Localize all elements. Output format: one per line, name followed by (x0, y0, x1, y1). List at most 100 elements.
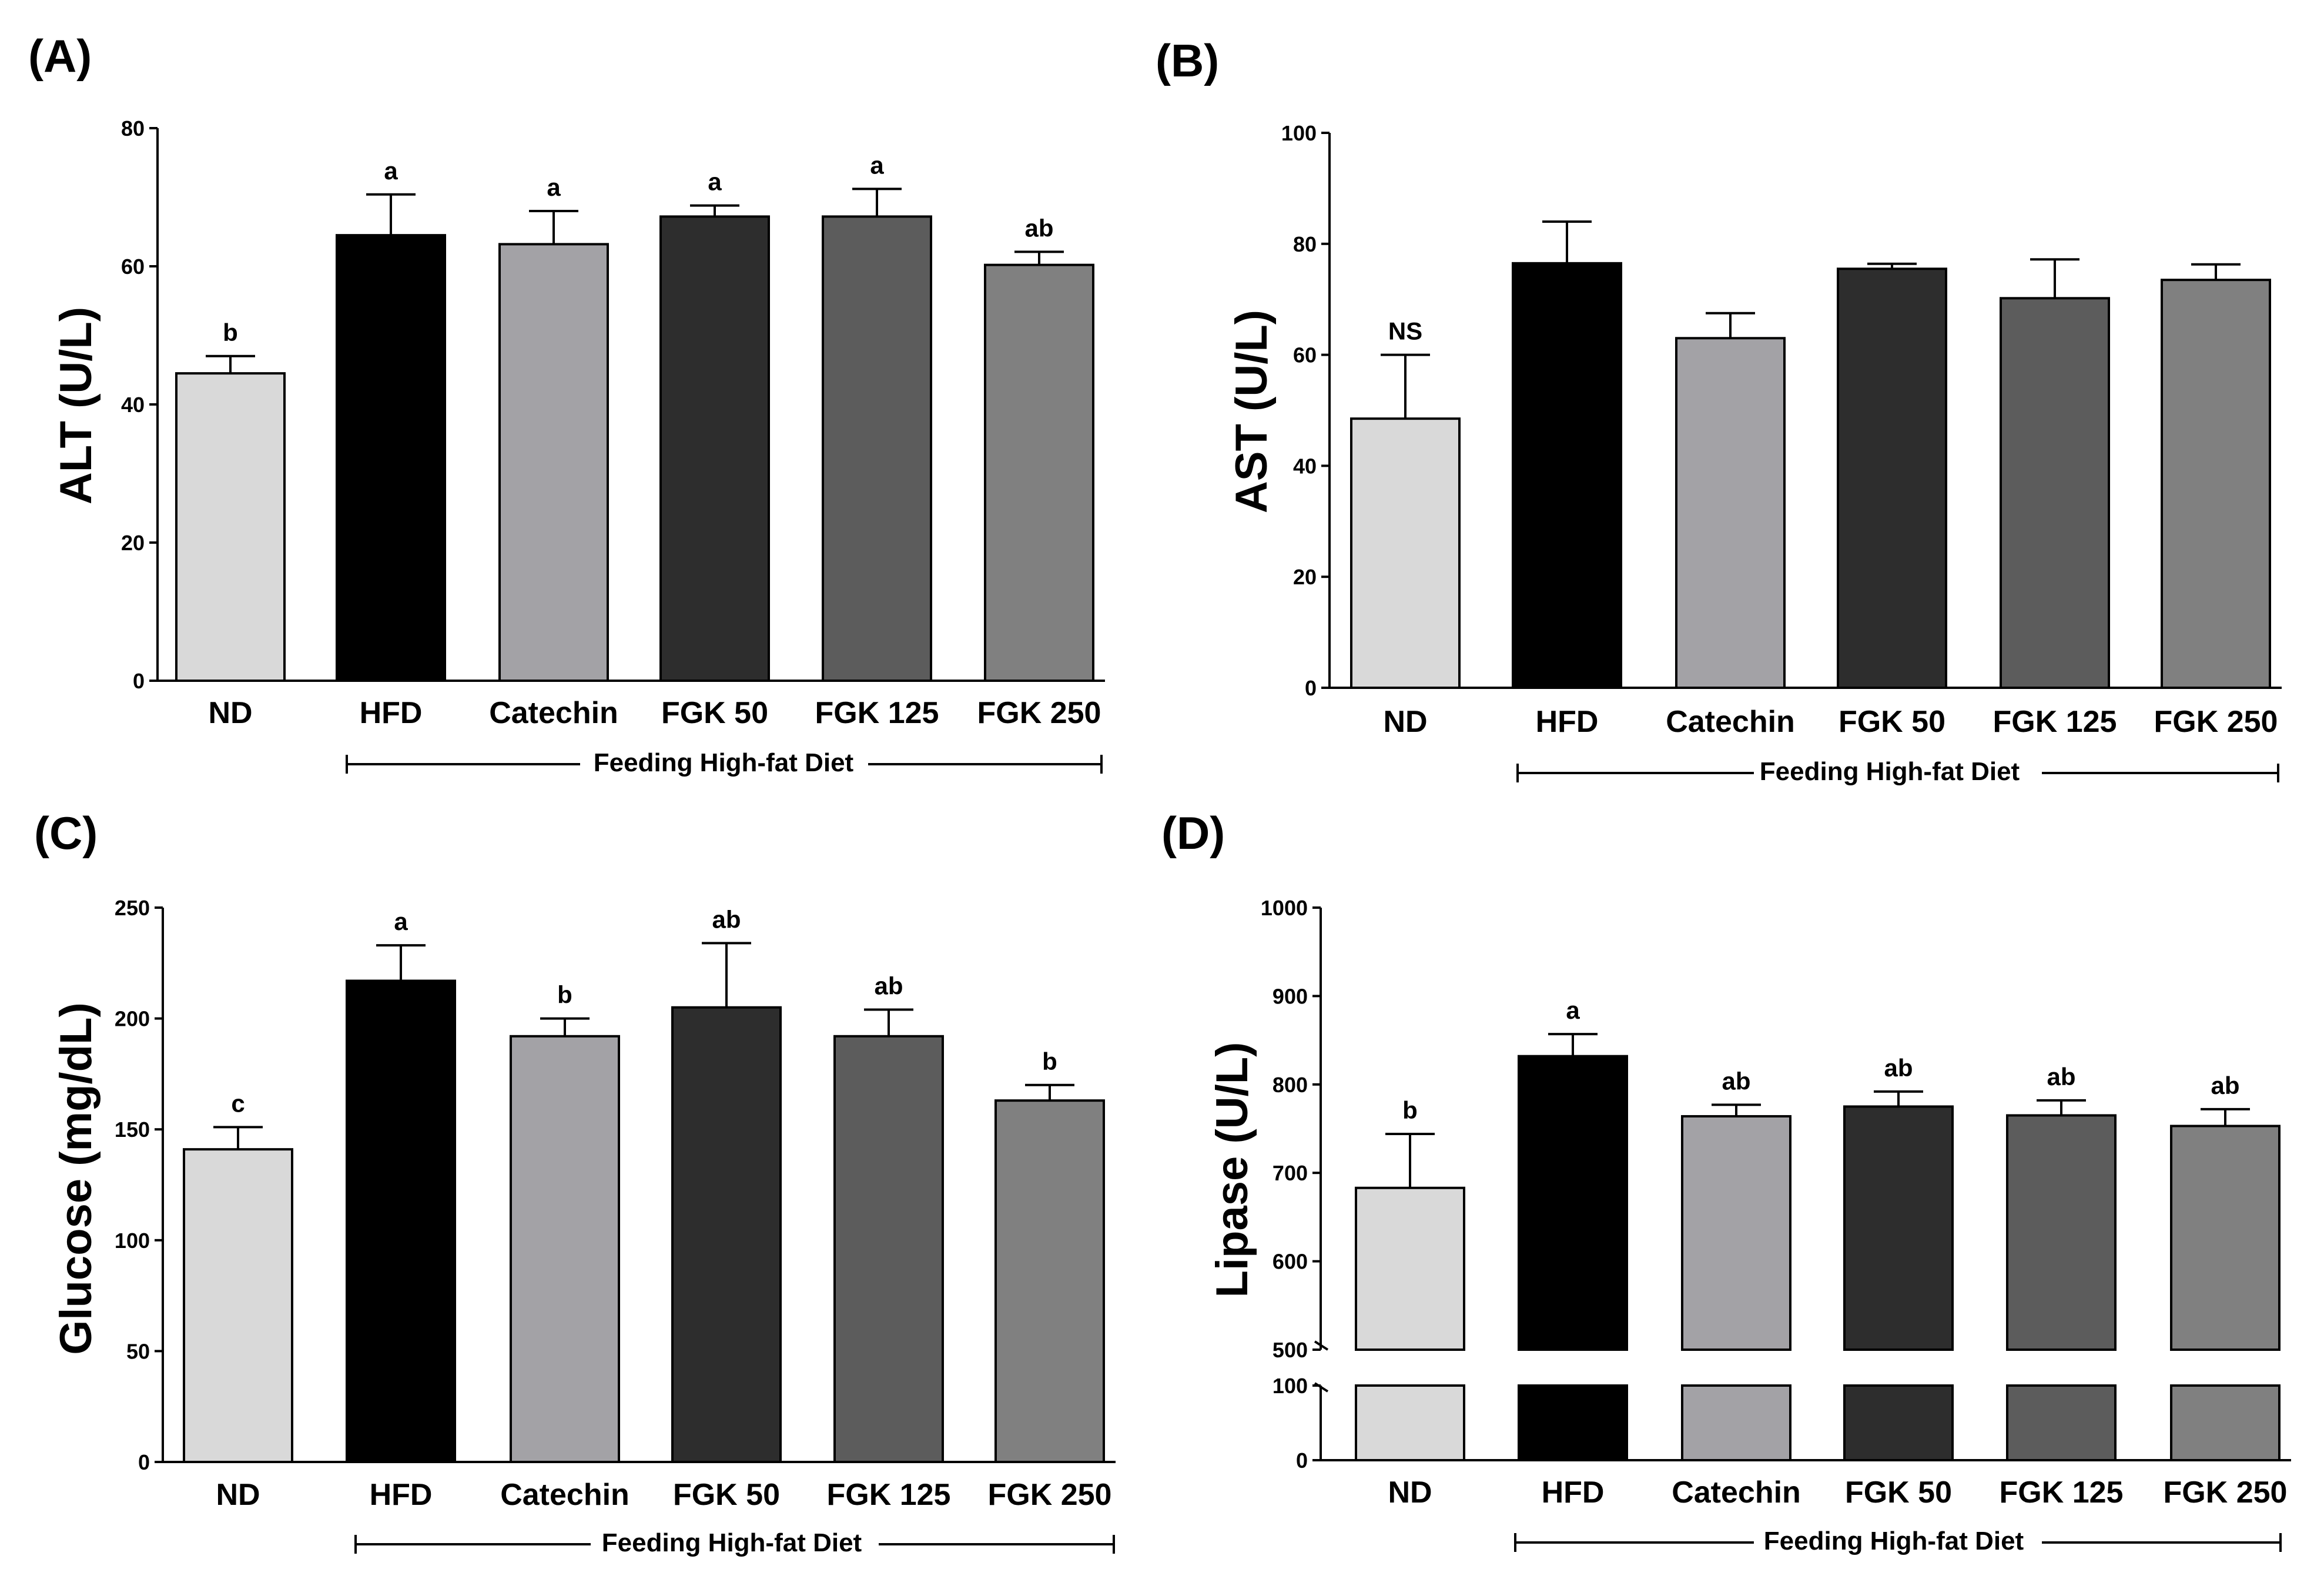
y-tick-label: 20 (121, 531, 145, 555)
bar (833, 1035, 944, 1463)
bar (1681, 1115, 1791, 1351)
y-tick-label: 60 (1293, 343, 1317, 367)
bar-lower-segment (1681, 1384, 1791, 1461)
y-tick-label: 60 (121, 255, 145, 279)
bar (671, 1006, 782, 1463)
bar (510, 1035, 620, 1463)
bar (994, 1099, 1105, 1463)
category-label: HFD (360, 696, 423, 730)
y-tick-label: 0 (138, 1450, 150, 1474)
panel-b-label: (B) (1156, 35, 1219, 86)
category-label: ND (1383, 705, 1427, 739)
significance-label: a (384, 157, 398, 185)
axis-break-mark (1314, 1340, 1329, 1351)
significance-label: a (394, 908, 408, 935)
y-tick-label: 200 (115, 1007, 150, 1031)
panel-c-plot: 0 50 100 150 200 250 c ND a HFD b Catechin ab FGK 50 a… (115, 896, 1116, 1562)
category-label: FGK 50 (673, 1478, 780, 1512)
significance-label: a (870, 151, 884, 179)
significance-label: a (547, 173, 561, 201)
y-tick-label: 0 (1305, 676, 1317, 700)
panel-a-bracket-label: Feeding High-fat Diet (594, 748, 854, 777)
y-tick-label: 150 (115, 1117, 150, 1142)
bracket-label-background (1754, 755, 2042, 791)
category-label: FGK 125 (1993, 705, 2117, 739)
significance-label: b (1042, 1048, 1057, 1075)
y-tick-label: 80 (121, 116, 145, 140)
category-label: ND (216, 1478, 260, 1512)
significance-label: ab (1722, 1067, 1750, 1095)
significance-label: b (1402, 1096, 1418, 1124)
y-tick-label: 800 (1272, 1073, 1308, 1097)
bar (2170, 1125, 2281, 1351)
panel-a-plot: 0 20 40 60 80 b ND a HFD a Catechin a FGK 50 a FGK 125… (121, 116, 1105, 782)
y-tick-label: 900 (1272, 984, 1308, 1008)
bracket-label-background (580, 747, 868, 782)
category-label: ND (1388, 1475, 1432, 1510)
bar (1518, 1055, 1628, 1351)
category-label: HFD (370, 1478, 433, 1512)
significance-label: ab (2211, 1072, 2239, 1099)
bar (346, 979, 456, 1463)
y-tick-label: 100 (115, 1229, 150, 1253)
category-label: FGK 250 (2164, 1475, 2288, 1510)
y-tick-label: 500 (1272, 1338, 1308, 1362)
category-label: ND (208, 696, 252, 730)
panel-b-ylabel: AST (U/L) (1227, 310, 1277, 513)
panel-a: (A) ALT (U/L) 0 20 40 60 80 b ND a HFD a Catechin a… (28, 30, 1105, 782)
y-tick-label: 100 (1272, 1374, 1308, 1398)
category-label: FGK 250 (2154, 705, 2278, 739)
panel-d-plot: 500 600 700 800 900 1000 0 100 b ND a HFD ab Catechin… (1261, 896, 2291, 1560)
significance-label: ab (1884, 1054, 1913, 1082)
panel-b: (B) AST (U/L) 0 20 40 60 80 100 NS ND HFD Catechi… (1156, 35, 2282, 791)
category-label: FGK 50 (1839, 705, 1945, 739)
bar-lower-segment (1355, 1384, 1465, 1461)
significance-label: ab (2047, 1063, 2075, 1090)
panel-c-label: (C) (34, 807, 98, 859)
panel-d-ylabel: Lipase (U/L) (1207, 1042, 1257, 1298)
panel-b-bracket-label: Feeding High-fat Diet (1760, 757, 2020, 786)
bar (1512, 262, 1622, 689)
bar (1350, 417, 1461, 689)
y-tick-label: 600 (1272, 1250, 1308, 1274)
significance-label: ab (712, 905, 741, 933)
bar (2006, 1114, 2117, 1351)
significance-label: NS (1388, 317, 1422, 345)
significance-label: b (223, 319, 238, 346)
bar-lower-segment (1518, 1384, 1628, 1461)
significance-label: ab (1024, 214, 1053, 242)
category-label: FGK 125 (815, 696, 939, 730)
significance-label: b (557, 981, 572, 1009)
category-label: FGK 50 (1845, 1475, 1952, 1510)
bracket-label-background (591, 1527, 879, 1562)
bar-lower-segment (1843, 1384, 1954, 1461)
y-tick-label: 80 (1293, 232, 1317, 256)
panel-c-ylabel: Glucose (mg/dL) (51, 1002, 101, 1355)
bar (1837, 267, 1947, 689)
bar (984, 263, 1094, 682)
bar (659, 215, 770, 682)
panel-b-plot: 0 20 40 60 80 100 NS ND HFD Catechin FGK 50 FGK 125… (1281, 121, 2282, 791)
category-label: FGK 250 (977, 696, 1101, 730)
bar (183, 1148, 293, 1463)
y-tick-label: 50 (126, 1339, 150, 1363)
category-label: Catechin (1666, 705, 1795, 739)
y-tick-label: 100 (1281, 121, 1317, 145)
bracket-label-background (1754, 1525, 2042, 1560)
bar (822, 215, 932, 682)
bar (1843, 1105, 1954, 1351)
category-label: HFD (1536, 705, 1599, 739)
bar (2161, 279, 2271, 690)
bar-lower-segment (2006, 1384, 2117, 1461)
bar (2000, 297, 2110, 689)
y-tick-label: 700 (1272, 1161, 1308, 1185)
bar (1355, 1186, 1465, 1351)
category-label: FGK 125 (2000, 1475, 2124, 1510)
panel-d-bracket-label: Feeding High-fat Diet (1764, 1527, 2024, 1555)
panel-a-ylabel: ALT (U/L) (51, 307, 101, 504)
y-tick-label: 0 (1296, 1448, 1308, 1473)
category-label: Catechin (500, 1478, 629, 1512)
category-label: Catechin (489, 696, 618, 730)
bar (498, 243, 609, 682)
